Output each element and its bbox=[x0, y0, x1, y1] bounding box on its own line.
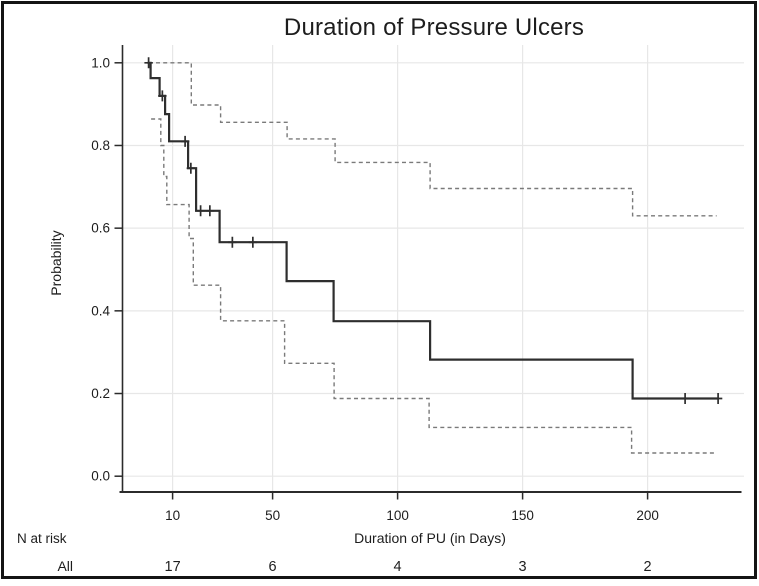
risk-count: 3 bbox=[519, 559, 527, 575]
x-tick-label: 150 bbox=[511, 508, 534, 523]
risk-count: 2 bbox=[644, 559, 652, 575]
y-tick-label: 1.0 bbox=[91, 55, 110, 70]
censor-plus-mark bbox=[205, 205, 215, 217]
risk-table-counts: 17 6 4 3 2 bbox=[165, 559, 652, 575]
axes bbox=[119, 45, 742, 493]
x-axis-label: Duration of PU (in Days) bbox=[354, 530, 506, 546]
x-tick-label: 200 bbox=[636, 508, 659, 523]
censor-marks bbox=[144, 57, 723, 404]
series-dashed-curve bbox=[151, 118, 717, 454]
y-axis-label: Probability bbox=[48, 230, 64, 295]
y-tick-label: 0.4 bbox=[91, 303, 110, 318]
risk-count: 4 bbox=[394, 559, 402, 575]
x-tick-label: 50 bbox=[265, 508, 280, 523]
series-solid-curve bbox=[147, 61, 719, 400]
y-tick-label: 0.0 bbox=[91, 469, 110, 484]
censor-plus-mark bbox=[158, 90, 167, 102]
series-dashed-curve bbox=[148, 62, 717, 217]
tick-labels: 0.0 0.2 0.4 0.6 0.8 1.0 10 50 100 150 200 bbox=[91, 55, 659, 523]
risk-table-header: N at risk bbox=[17, 531, 67, 546]
censor-plus-mark bbox=[144, 57, 153, 69]
y-tick-label: 0.6 bbox=[91, 221, 110, 236]
chart-title: Duration of Pressure Ulcers bbox=[284, 14, 584, 41]
survival-curves bbox=[147, 61, 719, 454]
tick-marks bbox=[114, 62, 649, 500]
gridlines bbox=[122, 45, 744, 492]
x-tick-label: 100 bbox=[386, 508, 409, 523]
censor-plus-mark bbox=[180, 135, 190, 147]
risk-count: 6 bbox=[269, 559, 277, 575]
censor-plus-mark bbox=[713, 392, 723, 404]
censor-plus-mark bbox=[228, 236, 237, 248]
y-tick-label: 0.2 bbox=[91, 386, 110, 401]
risk-row-label: All bbox=[57, 558, 73, 574]
censor-plus-mark bbox=[186, 162, 196, 174]
y-tick-label: 0.8 bbox=[91, 138, 110, 153]
x-tick-label: 10 bbox=[165, 508, 180, 523]
censor-plus-mark bbox=[196, 205, 205, 217]
risk-count: 17 bbox=[165, 559, 181, 575]
censor-plus-mark bbox=[248, 236, 258, 248]
censor-plus-mark bbox=[680, 392, 690, 404]
